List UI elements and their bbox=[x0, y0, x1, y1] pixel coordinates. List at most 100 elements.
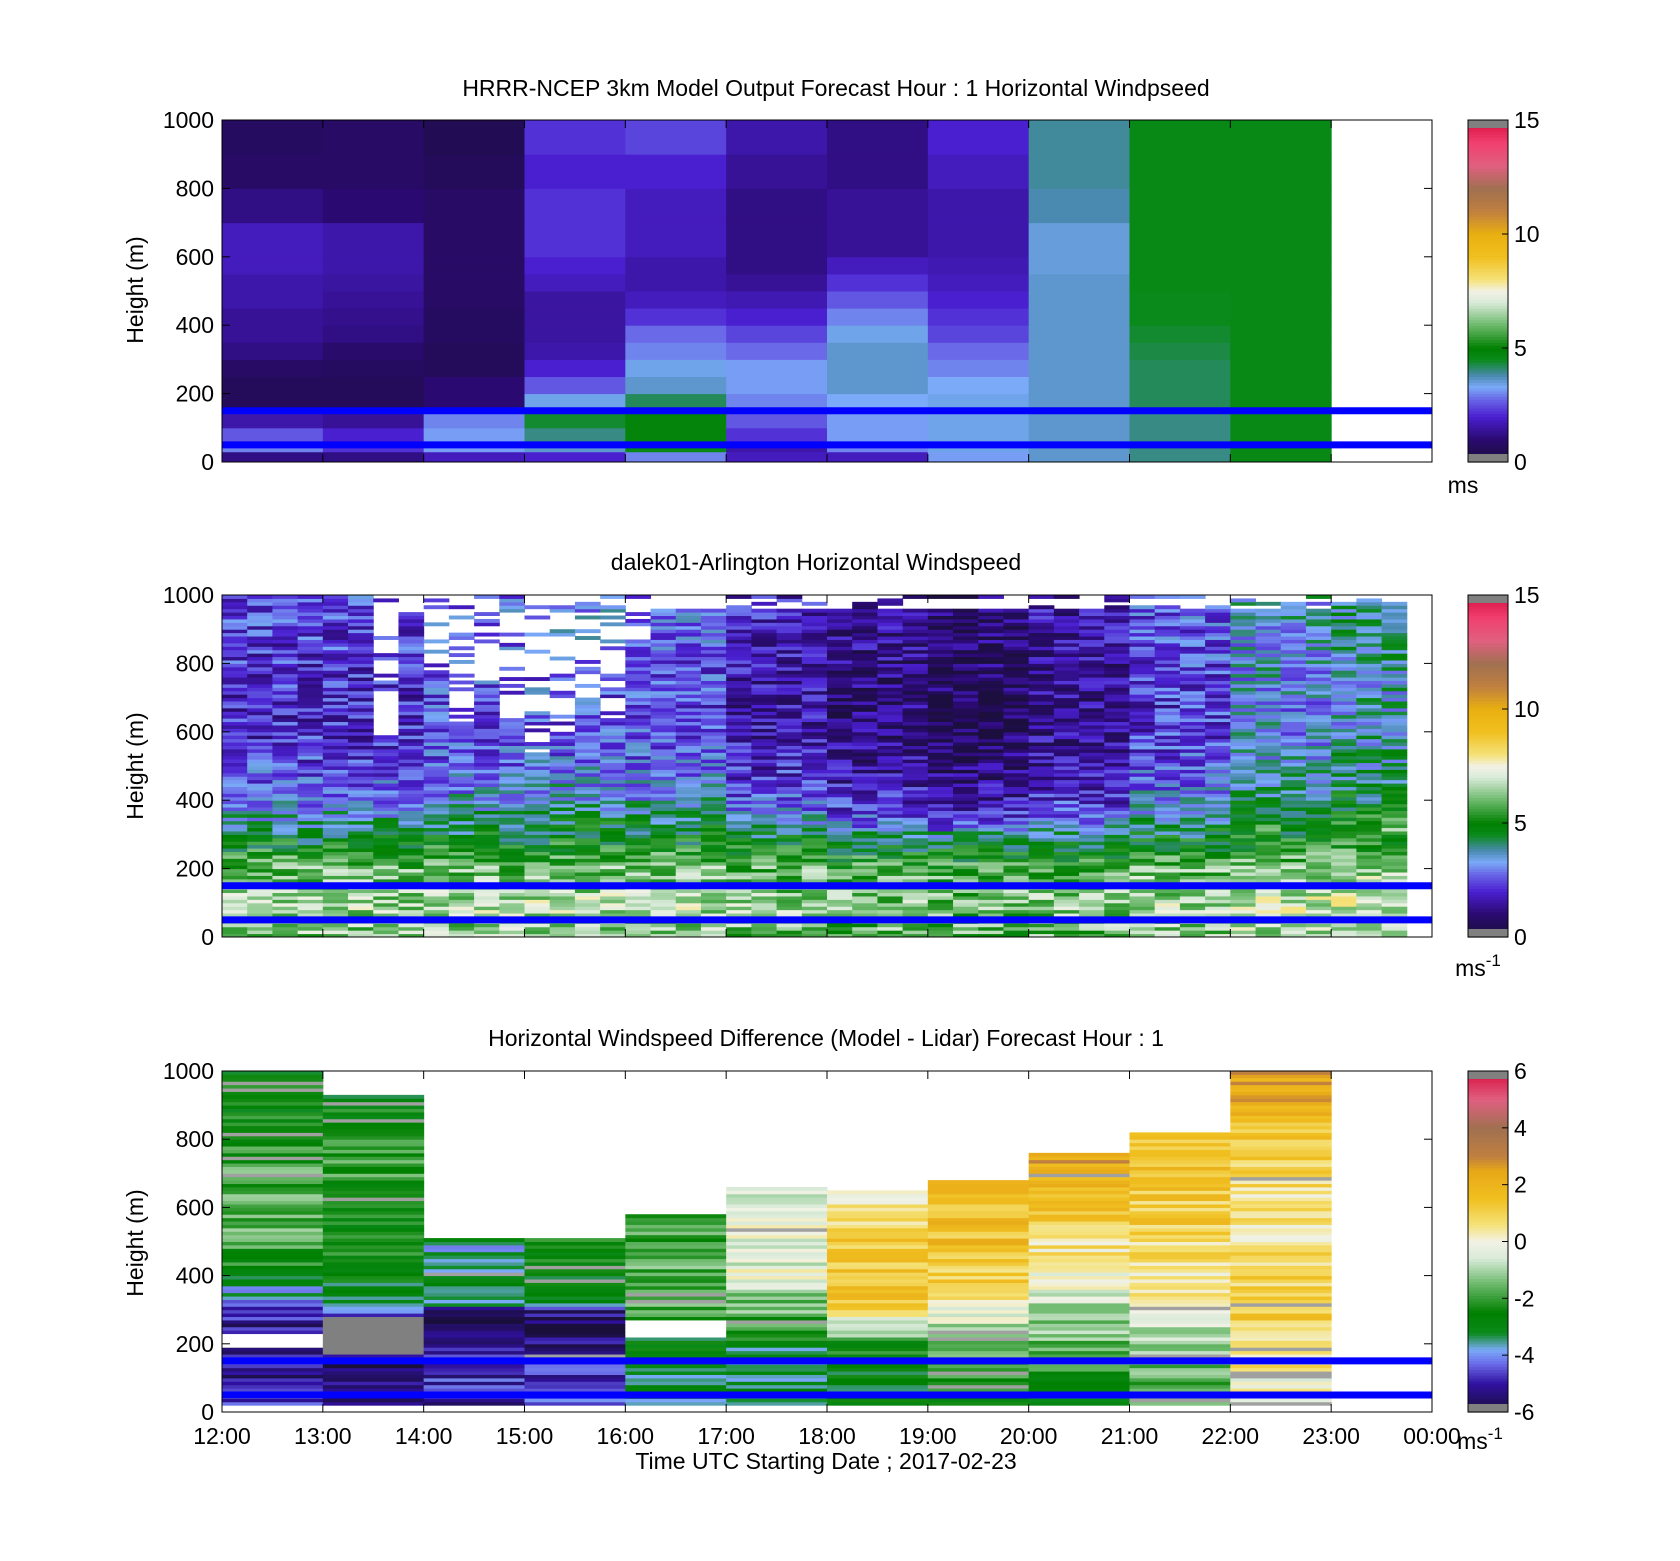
heatmap-cell bbox=[700, 752, 727, 757]
heatmap-cell bbox=[827, 393, 929, 412]
heatmap-cell bbox=[801, 861, 828, 866]
heatmap-cell bbox=[1154, 687, 1181, 692]
heatmap-cell bbox=[877, 632, 904, 637]
heatmap-cell bbox=[902, 694, 929, 699]
heatmap-cell bbox=[902, 755, 929, 760]
heatmap-cell bbox=[1381, 670, 1408, 675]
heatmap-cell bbox=[1280, 653, 1307, 658]
heatmap-cell bbox=[1356, 889, 1383, 894]
heatmap-cell bbox=[549, 861, 576, 866]
heatmap-cell bbox=[297, 858, 324, 863]
heatmap-cell bbox=[1331, 889, 1357, 894]
heatmap-cell bbox=[1129, 878, 1156, 883]
heatmap-cell bbox=[1381, 605, 1408, 610]
heatmap-cell bbox=[272, 779, 299, 784]
heatmap-cell bbox=[1255, 868, 1282, 873]
heatmap-cell bbox=[348, 923, 374, 928]
heatmap-cell bbox=[1280, 615, 1307, 620]
heatmap-cell bbox=[272, 786, 299, 791]
heatmap-cell bbox=[322, 793, 349, 798]
heatmap-cell bbox=[801, 738, 828, 743]
heatmap-cell bbox=[1179, 690, 1206, 695]
heatmap-cell bbox=[927, 735, 954, 740]
heatmap-cell bbox=[222, 865, 248, 870]
heatmap-cell bbox=[222, 837, 248, 842]
panel-2-colorbar-unit: ms-1 bbox=[1455, 951, 1501, 981]
heatmap-cell bbox=[423, 359, 525, 377]
heatmap-cell bbox=[398, 642, 425, 647]
heatmap-cell bbox=[625, 895, 652, 900]
heatmap-cell bbox=[927, 666, 954, 671]
heatmap-cell bbox=[398, 714, 425, 719]
heatmap-cell bbox=[1053, 615, 1080, 620]
heatmap-cell bbox=[600, 834, 626, 839]
heatmap-cell bbox=[1356, 687, 1383, 692]
heatmap-cell bbox=[1154, 759, 1181, 764]
heatmap-cell bbox=[1255, 615, 1282, 620]
heatmap-cell bbox=[953, 868, 979, 873]
heatmap-cell bbox=[247, 902, 273, 907]
heatmap-cell bbox=[625, 913, 652, 917]
heatmap-cell bbox=[1053, 827, 1080, 832]
heatmap-cell bbox=[650, 803, 677, 808]
heatmap-cell bbox=[322, 618, 349, 623]
heatmap-cell bbox=[1104, 605, 1130, 610]
heatmap-cell bbox=[348, 728, 374, 733]
heatmap-cell bbox=[322, 779, 349, 784]
heatmap-cell bbox=[1053, 704, 1080, 709]
heatmap-cell bbox=[348, 817, 374, 822]
heatmap-cell bbox=[801, 666, 828, 671]
heatmap-cell bbox=[902, 752, 929, 757]
colorbar-swatch bbox=[1468, 145, 1508, 150]
heatmap-cell bbox=[1104, 673, 1130, 678]
heatmap-cell bbox=[1230, 656, 1257, 661]
heatmap-cell bbox=[448, 837, 475, 842]
heatmap-cell bbox=[1205, 656, 1231, 661]
heatmap-cell bbox=[1129, 701, 1156, 705]
heatmap-cell bbox=[726, 376, 828, 395]
heatmap-cell bbox=[1154, 776, 1181, 781]
heatmap-cell bbox=[1104, 926, 1130, 931]
heatmap-cell bbox=[1154, 629, 1181, 634]
heatmap-cell bbox=[1381, 841, 1408, 846]
heatmap-cell bbox=[1003, 718, 1030, 723]
heatmap-cell bbox=[927, 154, 1030, 189]
heatmap-cell bbox=[877, 663, 904, 668]
heatmap-cell bbox=[1053, 841, 1080, 846]
heatmap-cell bbox=[827, 930, 853, 935]
heatmap-cell bbox=[1356, 745, 1383, 750]
heatmap-cell bbox=[650, 865, 677, 870]
heatmap-cell bbox=[978, 800, 1004, 805]
heatmap-cell bbox=[1129, 762, 1156, 767]
heatmap-cell bbox=[1003, 625, 1030, 630]
heatmap-cell bbox=[726, 697, 752, 702]
heatmap-cell bbox=[1154, 728, 1181, 733]
heatmap-cell bbox=[852, 837, 878, 842]
heatmap-cell bbox=[549, 827, 576, 832]
heatmap-cell bbox=[297, 848, 324, 852]
heatmap-cell bbox=[348, 851, 374, 856]
heatmap-cell bbox=[625, 724, 652, 729]
heatmap-cell bbox=[1053, 755, 1080, 760]
heatmap-cell bbox=[322, 595, 349, 599]
heatmap-cell bbox=[1028, 803, 1055, 808]
heatmap-cell bbox=[322, 728, 349, 733]
heatmap-cell bbox=[978, 721, 1004, 726]
heatmap-cell bbox=[524, 817, 551, 822]
heatmap-cell bbox=[700, 748, 727, 753]
heatmap-cell bbox=[1079, 837, 1105, 842]
heatmap-cell bbox=[549, 796, 576, 801]
heatmap-cell bbox=[1104, 711, 1130, 716]
heatmap-cell bbox=[852, 854, 878, 859]
heatmap-cell bbox=[448, 742, 475, 746]
heatmap-cell bbox=[1381, 906, 1408, 911]
heatmap-cell bbox=[953, 865, 979, 870]
heatmap-cell bbox=[877, 704, 904, 709]
heatmap-cell bbox=[877, 793, 904, 798]
heatmap-cell bbox=[524, 632, 551, 637]
y-tick-label: 600 bbox=[176, 719, 214, 745]
heatmap-cell bbox=[297, 817, 324, 822]
heatmap-cell bbox=[776, 817, 803, 822]
heatmap-cell bbox=[574, 759, 601, 764]
heatmap-cell bbox=[1003, 690, 1030, 695]
